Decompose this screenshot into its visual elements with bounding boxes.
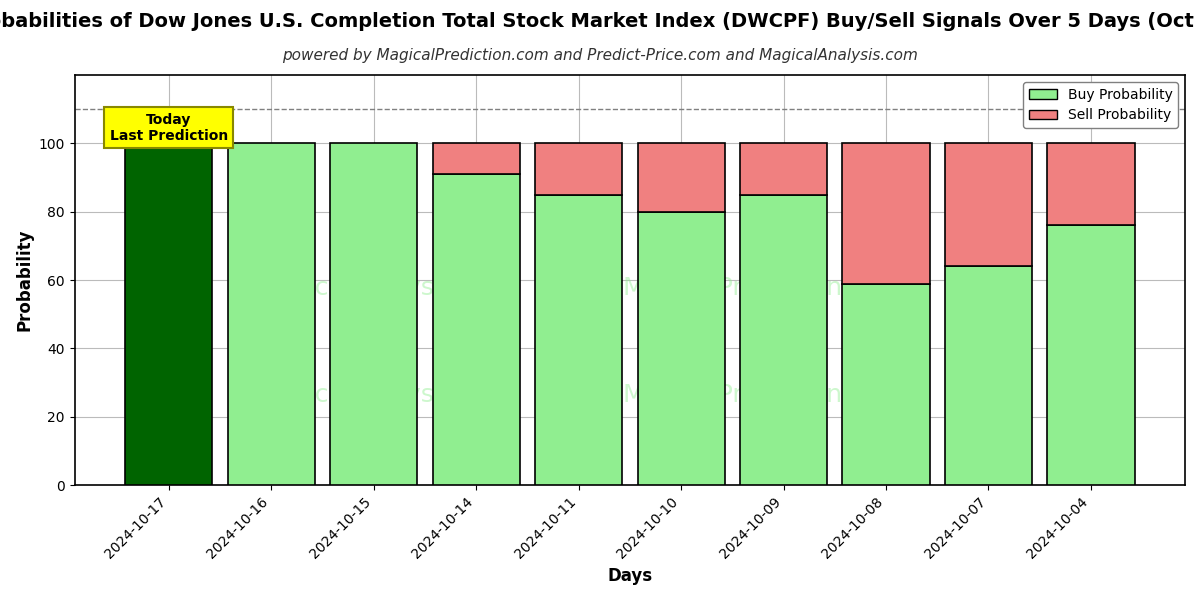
Bar (228, 143, 314, 485)
Y-axis label: Probability: Probability (16, 229, 34, 331)
Bar (944, 143, 1032, 266)
Bar (432, 143, 520, 174)
Text: powered by MagicalPrediction.com and Predict-Price.com and MagicalAnalysis.com: powered by MagicalPrediction.com and Pre… (282, 48, 918, 63)
Bar (637, 143, 725, 212)
Bar (944, 266, 1032, 485)
Bar (1048, 226, 1134, 485)
Bar (842, 143, 930, 284)
Bar (125, 143, 212, 485)
Bar (637, 212, 725, 485)
Bar (535, 143, 622, 194)
Bar (330, 143, 418, 485)
Bar (740, 143, 827, 194)
Text: Probabilities of Dow Jones U.S. Completion Total Stock Market Index (DWCPF) Buy/: Probabilities of Dow Jones U.S. Completi… (0, 12, 1200, 31)
X-axis label: Days: Days (607, 567, 653, 585)
Legend: Buy Probability, Sell Probability: Buy Probability, Sell Probability (1024, 82, 1178, 128)
Bar (535, 194, 622, 485)
Bar (1048, 143, 1134, 226)
Bar (842, 284, 930, 485)
Text: MagicalAnalysis.com: MagicalAnalysis.com (256, 383, 516, 407)
Text: MagicalAnalysis.com: MagicalAnalysis.com (256, 276, 516, 300)
Text: MagicalPrediction.com: MagicalPrediction.com (623, 276, 904, 300)
Bar (740, 194, 827, 485)
Text: Today
Last Prediction: Today Last Prediction (109, 113, 228, 143)
Bar (432, 174, 520, 485)
Text: MagicalPrediction.com: MagicalPrediction.com (623, 383, 904, 407)
